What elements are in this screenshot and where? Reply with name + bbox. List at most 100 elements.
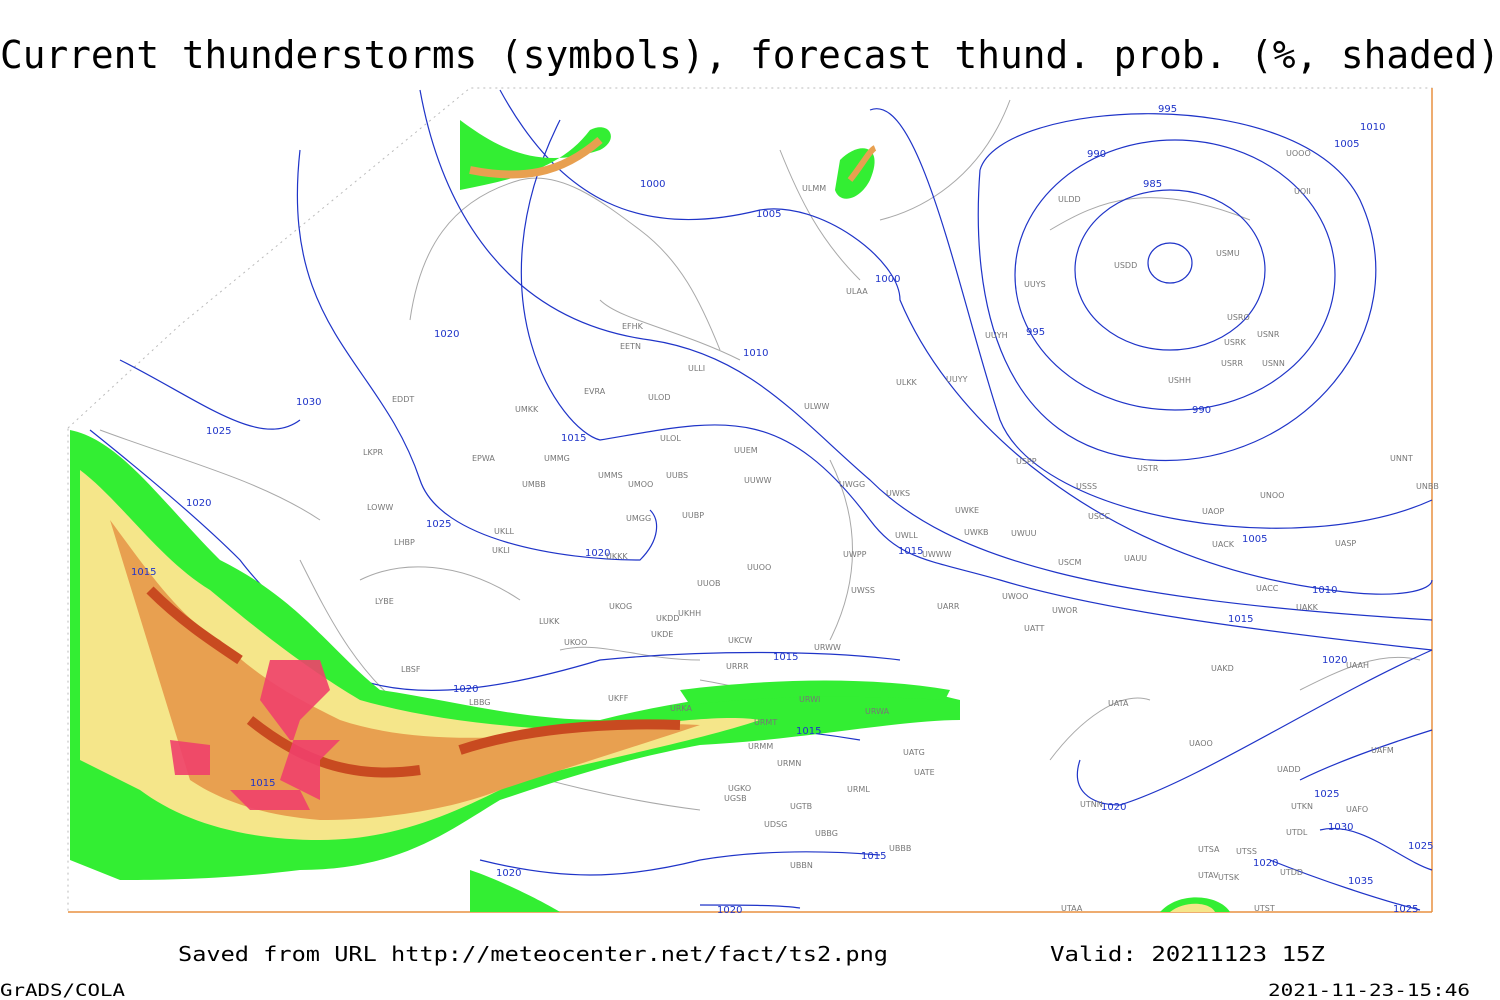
- isobar-label: 1020: [186, 498, 211, 509]
- station-label: UTDD: [1280, 868, 1303, 877]
- isobar-label: 995: [1026, 327, 1045, 338]
- valid-time: Valid: 20211123 15Z: [1050, 942, 1325, 966]
- station-label: UTSS: [1236, 847, 1257, 856]
- station-label: URMN: [777, 759, 801, 768]
- isobar-label: 1025: [426, 519, 451, 530]
- isobar-label: 1020: [1322, 655, 1347, 666]
- station-label: ULAA: [846, 287, 868, 296]
- station-label: EDDT: [392, 395, 414, 404]
- isobar-label: 1020: [1253, 858, 1278, 869]
- station-label: EPWA: [472, 454, 495, 463]
- station-label: USNN: [1262, 359, 1285, 368]
- isobar-label: 985: [1143, 179, 1162, 190]
- isobar-label: 1020: [1101, 802, 1126, 813]
- station-label: UOII: [1294, 187, 1311, 196]
- station-label: UACC: [1256, 584, 1279, 593]
- station-label: UUYH: [985, 331, 1008, 340]
- isobar-label: 1030: [296, 397, 321, 408]
- station-label: ULOL: [660, 434, 681, 443]
- station-label: UKOG: [609, 602, 632, 611]
- station-labels: EFHK EETN EVRA ULOD UMKK ULLI ULOL UUEM UMMG EPWA…: [363, 149, 1439, 913]
- isobar-label: 1025: [1408, 841, 1433, 852]
- station-label: UUBP: [682, 511, 704, 520]
- station-label: UMGG: [626, 514, 651, 523]
- station-label: UACK: [1212, 540, 1235, 549]
- station-label: UUYY: [946, 375, 968, 384]
- station-label: UAFO: [1346, 805, 1368, 814]
- station-label: UMMS: [598, 471, 623, 480]
- station-label: LYBE: [375, 597, 394, 606]
- station-label: UKLI: [492, 546, 510, 555]
- station-label: UGTB: [790, 802, 812, 811]
- station-label: UNBB: [1416, 482, 1439, 491]
- isobar-label: 1000: [875, 274, 900, 285]
- isobar-label: 1010: [1312, 585, 1337, 596]
- station-label: ULMM: [802, 184, 826, 193]
- station-label: UATA: [1108, 699, 1129, 708]
- station-label: UUYS: [1024, 280, 1046, 289]
- station-label: UTAV: [1198, 871, 1219, 880]
- isobar-label: 990: [1087, 149, 1106, 160]
- station-label: UWKS: [886, 489, 910, 498]
- isobar-label: 1015: [131, 567, 156, 578]
- station-label: USRR: [1221, 359, 1243, 368]
- station-label: USNR: [1257, 330, 1280, 339]
- station-label: UAUU: [1124, 554, 1147, 563]
- station-label: UKDE: [651, 630, 673, 639]
- isobar-label: 1030: [1328, 822, 1353, 833]
- station-label: UKFF: [608, 694, 629, 703]
- station-label: USHH: [1168, 376, 1191, 385]
- station-label: USDD: [1114, 261, 1137, 270]
- station-label: UGKO: [728, 784, 751, 793]
- station-label: USCM: [1058, 558, 1082, 567]
- station-label: LKPR: [363, 448, 384, 457]
- station-label: UTST: [1254, 904, 1275, 913]
- station-label: UWUU: [1011, 529, 1037, 538]
- isobar-label: 1010: [743, 348, 768, 359]
- station-label: UTSK: [1218, 873, 1240, 882]
- isobar-label: 990: [1192, 405, 1211, 416]
- isobar-label: 1020: [585, 548, 610, 559]
- isobar-label: 995: [1158, 104, 1177, 115]
- station-label: USMU: [1216, 249, 1240, 258]
- isobar-label: 1005: [1334, 139, 1359, 150]
- isobar-label: 1020: [434, 329, 459, 340]
- station-label: UASP: [1335, 539, 1356, 548]
- station-label: UAKD: [1211, 664, 1234, 673]
- station-label: URWW: [814, 643, 841, 652]
- station-label: UGSB: [724, 794, 747, 803]
- station-label: UWLL: [895, 531, 918, 540]
- station-label: URMT: [754, 718, 777, 727]
- station-label: UAOO: [1189, 739, 1213, 748]
- station-label: UMOO: [628, 480, 653, 489]
- station-label: UKCW: [728, 636, 752, 645]
- station-label: UATT: [1024, 624, 1044, 633]
- station-label: UUOO: [747, 563, 771, 572]
- isobar-label: 1005: [756, 209, 781, 220]
- station-label: URWA: [865, 707, 890, 716]
- station-label: UAAH: [1346, 661, 1369, 670]
- station-label: ULOD: [648, 393, 670, 402]
- isobar-label: 1025: [1314, 789, 1339, 800]
- station-label: UWWW: [922, 550, 952, 559]
- station-label: UWKB: [964, 528, 989, 537]
- station-label: UKLL: [494, 527, 515, 536]
- station-label: UTAA: [1061, 904, 1083, 913]
- station-label: UWSS: [851, 586, 875, 595]
- title: Current thunderstorms (symbols), forecas…: [0, 33, 1500, 77]
- station-label: UMBB: [522, 480, 546, 489]
- isobar-label: 1025: [206, 426, 231, 437]
- station-label: UAKK: [1296, 603, 1319, 612]
- station-label: UWOR: [1052, 606, 1078, 615]
- station-label: UWPP: [843, 550, 867, 559]
- station-label: USRO: [1227, 313, 1250, 322]
- station-label: EFHK: [622, 322, 644, 331]
- isobar-label: 1020: [453, 684, 478, 695]
- station-label: UUOB: [697, 579, 721, 588]
- station-label: EETN: [620, 342, 641, 351]
- station-label: URKA: [670, 704, 693, 713]
- station-label: UTKN: [1291, 802, 1313, 811]
- station-label: UATE: [914, 768, 935, 777]
- station-label: URRR: [726, 662, 749, 671]
- station-label: UUEM: [734, 446, 758, 455]
